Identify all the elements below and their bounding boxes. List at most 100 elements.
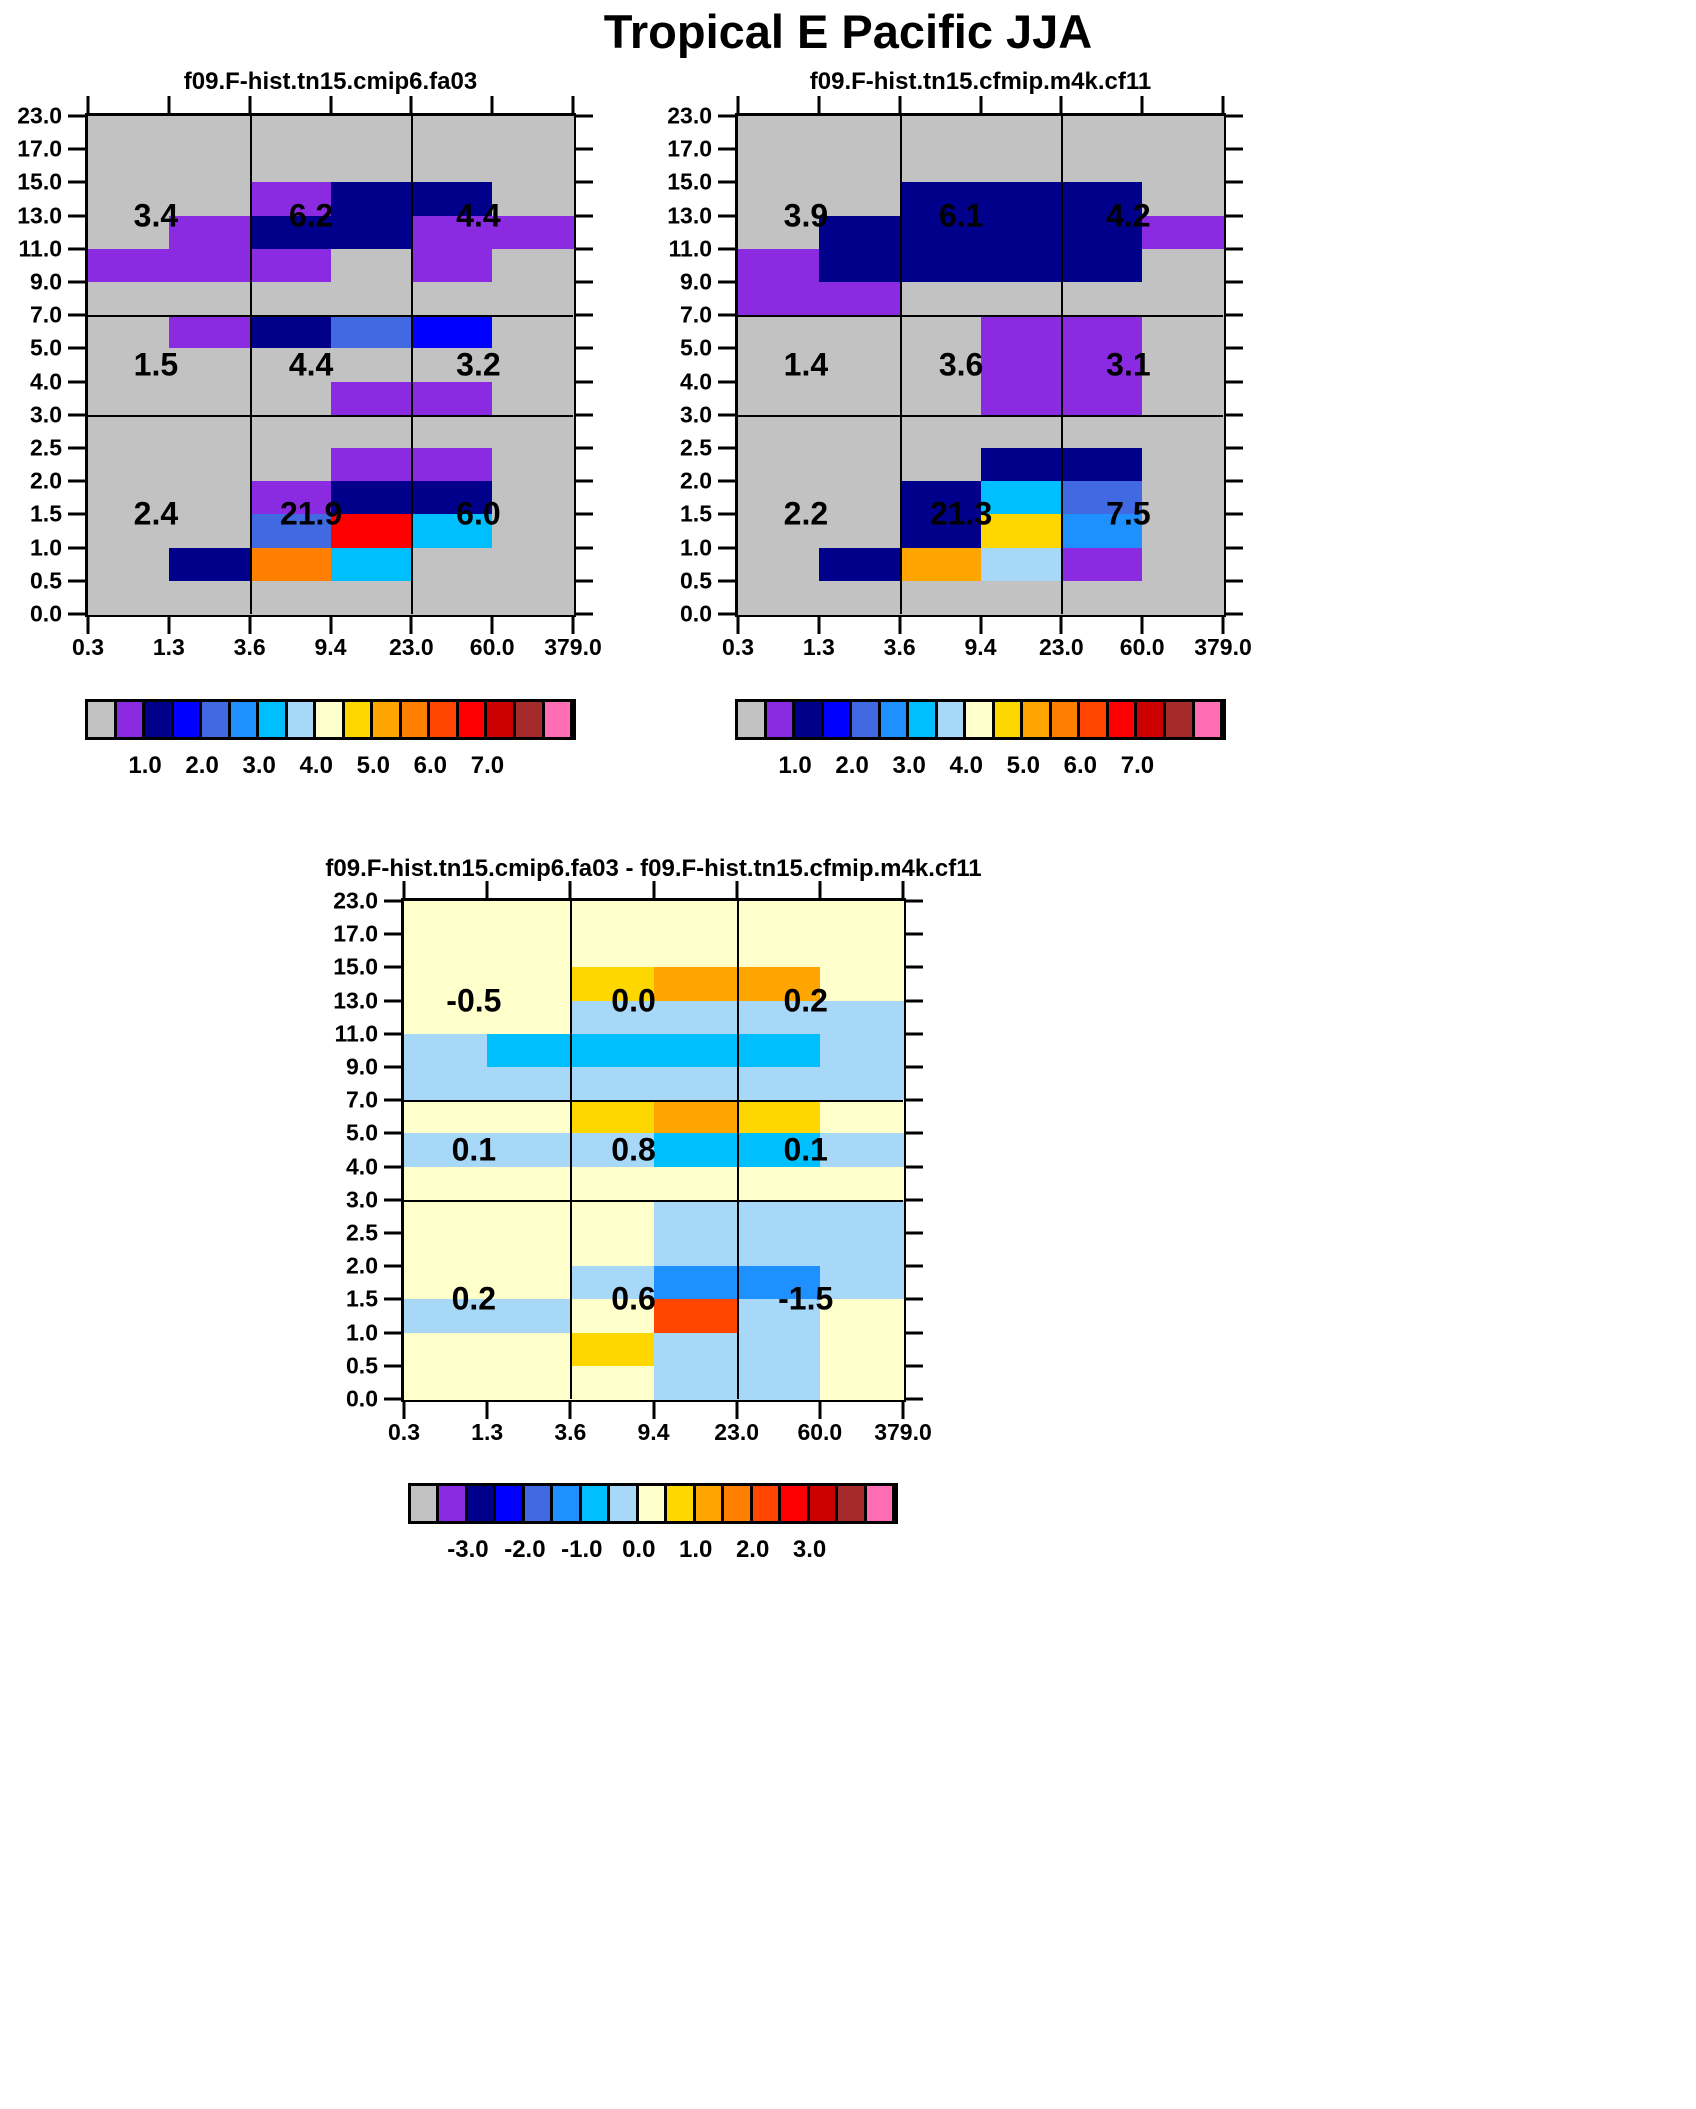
- heatmap-cell: [88, 248, 170, 283]
- y-axis-tick: [576, 346, 593, 350]
- y-axis-tick: [1226, 479, 1243, 483]
- y-axis-tick: [384, 1032, 401, 1036]
- heatmap-cell: [738, 448, 820, 483]
- heatmap-cell: [570, 1199, 655, 1234]
- heatmap-cell: [980, 547, 1063, 582]
- heatmap-cell: [404, 901, 489, 936]
- heatmap-cell: [487, 1067, 572, 1102]
- y-axis-tick: [68, 446, 85, 450]
- colorbar-segment: [610, 1486, 639, 1521]
- region-total-value: 0.1: [783, 1131, 828, 1168]
- x-axis-tick: [86, 617, 90, 634]
- region-divider-vertical: [1061, 116, 1064, 614]
- heatmap-cell: [899, 414, 982, 449]
- heatmap-cell: [404, 967, 489, 1002]
- x-axis-tick: [329, 96, 332, 113]
- heatmap-cell: [411, 149, 494, 184]
- y-axis-tick: [718, 180, 735, 184]
- heatmap-cell: [980, 215, 1063, 250]
- y-axis-label: 2.0: [30, 467, 62, 494]
- heatmap-cell: [492, 215, 574, 250]
- colorbar-segment: [430, 702, 459, 737]
- heatmap-cell: [738, 149, 820, 184]
- heatmap-cell: [899, 282, 982, 317]
- colorbar-tick-label: 2.0: [835, 752, 869, 779]
- heatmap-cell: [411, 448, 494, 483]
- colorbar-segment: [937, 702, 967, 737]
- heatmap-cell: [411, 547, 494, 582]
- colorbar-segment: [553, 1486, 582, 1521]
- x-axis-label: 379.0: [1194, 634, 1252, 660]
- heatmap-cell: [653, 1266, 738, 1301]
- colorbar-tick-label: 6.0: [413, 752, 448, 779]
- y-axis-tick: [906, 1297, 923, 1301]
- x-axis-label: 9.4: [964, 634, 997, 660]
- y-axis-tick: [906, 1165, 923, 1169]
- y-axis-tick: [576, 380, 593, 384]
- heatmap-cell: [1142, 315, 1224, 350]
- heatmap-cell: [819, 934, 904, 969]
- heatmap-cell: [492, 116, 574, 151]
- heatmap-cell: [899, 149, 982, 184]
- heatmap-cell: [404, 1299, 489, 1334]
- x-axis-tick: [979, 96, 982, 113]
- heatmap-cell: [487, 901, 572, 936]
- x-axis-tick: [329, 617, 332, 634]
- heatmap-cell: [653, 1133, 738, 1168]
- heatmap-cell: [492, 381, 574, 416]
- region-total-value: 0.1: [451, 1131, 497, 1168]
- heatmap-cell: [1061, 547, 1144, 582]
- heatmap-cell: [653, 1365, 738, 1400]
- heatmap-cell: [653, 1199, 738, 1234]
- heatmap-cell: [980, 116, 1063, 151]
- heatmap-cell: [487, 1133, 572, 1168]
- region-total-value: 0.2: [451, 1280, 497, 1317]
- colorbar-segment: [544, 702, 574, 737]
- heatmap-cell: [653, 901, 738, 936]
- heatmap-cell: [1142, 580, 1224, 615]
- heatmap-cell: [819, 1133, 904, 1168]
- heatmap-cell: [570, 967, 655, 1002]
- y-axis-tick: [68, 546, 85, 550]
- y-axis-tick: [68, 413, 85, 417]
- colorbar-segment: [259, 702, 288, 737]
- colorbar-segment: [287, 702, 317, 737]
- heatmap-cell: [1061, 514, 1144, 549]
- heatmap-cell: [249, 580, 332, 615]
- heatmap-cell: [1061, 149, 1144, 184]
- y-axis-tick: [68, 147, 85, 151]
- heatmap-cell: [492, 315, 574, 350]
- heatmap-cell: [1061, 481, 1144, 516]
- heatmap-cell: [404, 1133, 489, 1168]
- region-total-value: 3.1: [1106, 346, 1151, 383]
- y-axis-tick: [384, 1131, 401, 1135]
- colorbar-segment: [1165, 702, 1195, 737]
- heatmap-cell: [818, 481, 901, 516]
- y-axis-tick: [576, 180, 593, 184]
- x-axis-tick: [1059, 96, 1063, 113]
- heatmap-cell: [1061, 248, 1144, 283]
- y-axis-tick: [68, 114, 85, 118]
- region-total-value: -0.5: [446, 982, 502, 1019]
- y-axis-label: 7.0: [30, 301, 62, 328]
- heatmap-cell: [899, 315, 982, 350]
- heatmap-cell: [168, 547, 251, 582]
- heatmap-cell: [1142, 381, 1224, 416]
- colorbar-tick-label: 3.0: [792, 1536, 827, 1563]
- heatmap-cell: [819, 1365, 904, 1400]
- heatmap-cell: [653, 967, 738, 1002]
- region-divider-horizontal: [738, 315, 1223, 318]
- figure-title: Tropical E Pacific JJA: [603, 5, 1093, 58]
- y-axis-tick: [1226, 147, 1243, 151]
- y-axis-tick: [906, 1065, 923, 1069]
- heatmap-cell: [819, 1067, 904, 1102]
- panel3-title: f09.F-hist.tn15.cmip6.fa03 - f09.F-hist.…: [325, 855, 982, 882]
- heatmap-cell: [330, 580, 413, 615]
- colorbar-segment: [667, 1486, 696, 1521]
- heatmap-cell: [818, 149, 901, 184]
- y-axis-tick: [906, 1131, 923, 1135]
- heatmap-cell: [330, 414, 413, 449]
- x-axis-tick: [167, 617, 171, 634]
- heatmap-cell: [492, 282, 574, 317]
- y-axis-tick: [718, 612, 735, 616]
